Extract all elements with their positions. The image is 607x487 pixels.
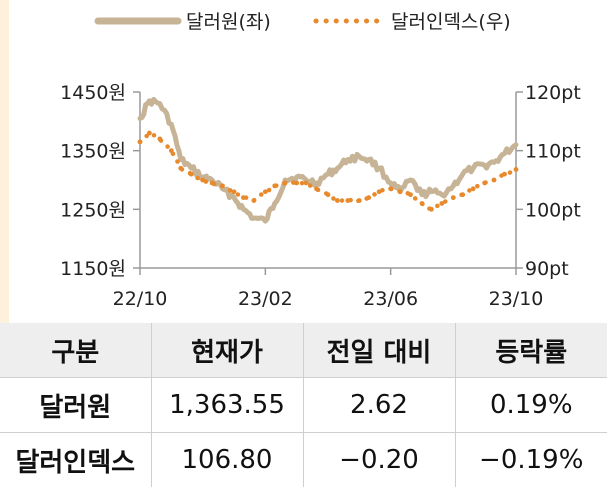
series-line-krw	[140, 99, 516, 221]
y-right-tick-label: 100pt	[525, 199, 581, 221]
header-change: 전일 대비	[303, 323, 455, 378]
header-category: 구분	[0, 323, 151, 378]
series-point-dxy	[388, 186, 393, 191]
chart-legend: 달러원(좌) 달러인덱스(우)	[98, 11, 511, 33]
series-point-dxy	[429, 207, 434, 212]
series-point-dxy	[294, 181, 299, 186]
header-current-price: 현재가	[151, 323, 303, 378]
series-point-dxy	[366, 195, 371, 200]
y-left-tick-label: 1450원	[60, 82, 126, 104]
series-point-dxy	[178, 166, 183, 171]
series-point-dxy	[157, 137, 162, 142]
cell-current-price: 106.80	[151, 433, 303, 487]
exchange-rate-table: 구분 현재가 전일 대비 등락률 달러원 1,363.55 2.62 0.19%…	[0, 323, 607, 487]
series-point-dxy	[471, 186, 476, 191]
series-point-dxy	[357, 198, 362, 203]
series-point-dxy	[492, 178, 497, 183]
cell-current-price: 1,363.55	[151, 378, 303, 433]
series-point-dxy	[335, 198, 340, 203]
y-left-tick-label: 1350원	[60, 141, 126, 163]
exchange-rate-chart: 달러원(좌) 달러인덱스(우) 1450원 1350원 1250원 1150원 120p…	[0, 0, 607, 323]
series-point-dxy	[200, 178, 205, 183]
series-point-dxy	[251, 198, 256, 203]
series-point-dxy	[314, 186, 319, 191]
cell-change-rate: 0.19%	[455, 378, 607, 433]
row-label: 달러인덱스	[0, 433, 151, 487]
series-point-dxy	[439, 201, 444, 206]
series-point-dxy	[482, 181, 487, 186]
series-point-dxy	[283, 181, 288, 186]
cell-change: 2.62	[303, 378, 455, 433]
y-right-tick-label: 90pt	[525, 258, 569, 280]
series-point-dxy	[408, 192, 413, 197]
series-point-dxy	[502, 172, 507, 177]
series-point-dxy	[232, 189, 237, 194]
legend-label-krw: 달러원(좌)	[186, 11, 271, 33]
table-row: 달러인덱스 106.80 −0.20 −0.19%	[0, 433, 607, 487]
series-point-dxy	[514, 167, 519, 172]
cell-change-rate: −0.19%	[455, 433, 607, 487]
cell-change: −0.20	[303, 433, 455, 487]
series-point-dxy	[263, 189, 268, 194]
y-left-tick-label: 1250원	[60, 199, 126, 221]
series-point-dxy	[398, 189, 403, 194]
series-point-dxy	[241, 195, 246, 200]
legend-label-dxy: 달러인덱스(우)	[391, 11, 511, 33]
series-point-dxy	[326, 192, 331, 197]
series-point-dxy	[272, 183, 277, 188]
x-tick-label: 23/02	[238, 288, 293, 310]
axis-ticks: 1450원 1350원 1250원 1150원 120pt 110pt 100pt 90pt 2…	[60, 82, 581, 310]
x-tick-label: 23/06	[363, 288, 418, 310]
table-row: 달러원 1,363.55 2.62 0.19%	[0, 378, 607, 433]
series-point-dxy	[377, 189, 382, 194]
chart-series	[138, 99, 519, 221]
series-point-dxy	[420, 201, 425, 206]
header-change-rate: 등락률	[455, 323, 607, 378]
series-point-dxy	[147, 131, 152, 136]
x-tick-label: 22/10	[113, 288, 168, 310]
series-point-dxy	[345, 198, 350, 203]
series-point-dxy	[169, 148, 174, 153]
series-point-dxy	[451, 195, 456, 200]
row-label: 달러원	[0, 378, 151, 433]
series-point-dxy	[304, 181, 309, 186]
series-point-dxy	[138, 139, 143, 144]
x-tick-label: 23/10	[489, 288, 544, 310]
series-point-dxy	[210, 181, 215, 186]
y-right-tick-label: 120pt	[525, 82, 581, 104]
y-right-tick-label: 110pt	[525, 141, 581, 163]
series-point-dxy	[220, 183, 225, 188]
series-point-dxy	[460, 192, 465, 197]
series-point-dxy	[189, 172, 194, 177]
table-header-row: 구분 현재가 전일 대비 등락률	[0, 323, 607, 378]
y-left-tick-label: 1150원	[60, 258, 126, 280]
